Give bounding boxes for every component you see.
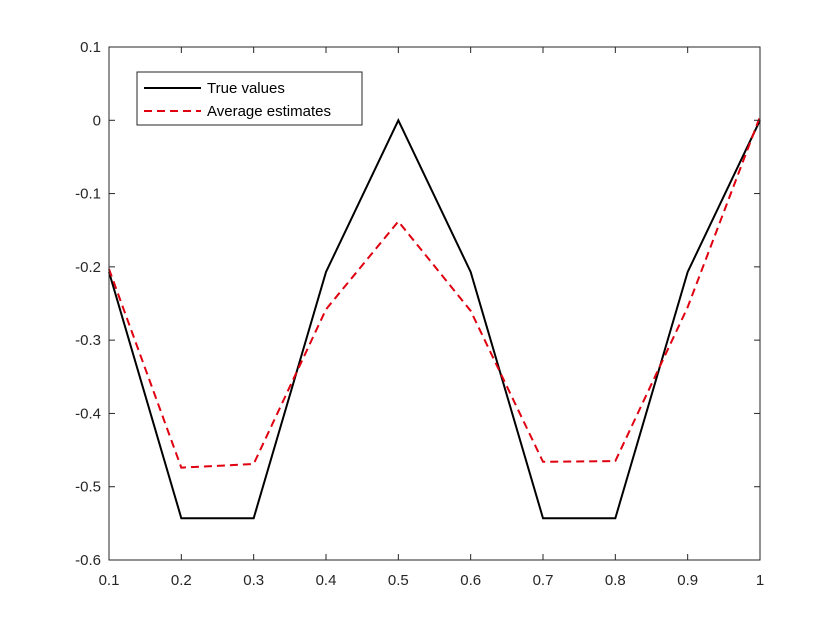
series-line-true-values xyxy=(108,117,761,520)
y-tick-label: 0 xyxy=(93,112,101,129)
y-tick-label: -0.1 xyxy=(75,186,101,203)
x-tick-label: 0.5 xyxy=(388,572,409,589)
y-tick-label: -0.6 xyxy=(75,552,101,569)
axes-box xyxy=(108,46,761,561)
y-tick-label: -0.2 xyxy=(75,259,101,276)
x-tick-label: 1 xyxy=(756,572,764,589)
x-tick-label: 0.2 xyxy=(171,572,192,589)
y-tick-label: -0.5 xyxy=(75,479,101,496)
y-tick-label: -0.3 xyxy=(75,332,101,349)
x-tick-label: 0.1 xyxy=(99,572,120,589)
x-tick-label: 0.8 xyxy=(605,572,626,589)
legend-label-true-values: True values xyxy=(207,80,285,97)
x-tick-label: 0.3 xyxy=(243,572,264,589)
legend: True values Average estimates xyxy=(136,71,363,126)
x-tick-label: 0.6 xyxy=(460,572,481,589)
plot-area xyxy=(109,47,760,560)
legend-box xyxy=(136,71,363,126)
x-tick-label: 0.9 xyxy=(677,572,698,589)
y-tick-label: -0.4 xyxy=(75,405,101,422)
x-tick-label: 0.4 xyxy=(316,572,337,589)
y-axis: 0.1 0 -0.1 -0.2 -0.3 -0.4 -0.5 -0.6 xyxy=(75,39,760,569)
x-tick-label: 0.7 xyxy=(533,572,554,589)
y-tick-label: 0.1 xyxy=(80,39,101,56)
series-line-average-estimates xyxy=(108,116,761,469)
x-axis: 0.1 0.2 0.3 0.4 0.5 0.6 0.7 0.8 0.9 1 xyxy=(99,47,764,589)
legend-label-average-estimates: Average estimates xyxy=(207,103,331,120)
